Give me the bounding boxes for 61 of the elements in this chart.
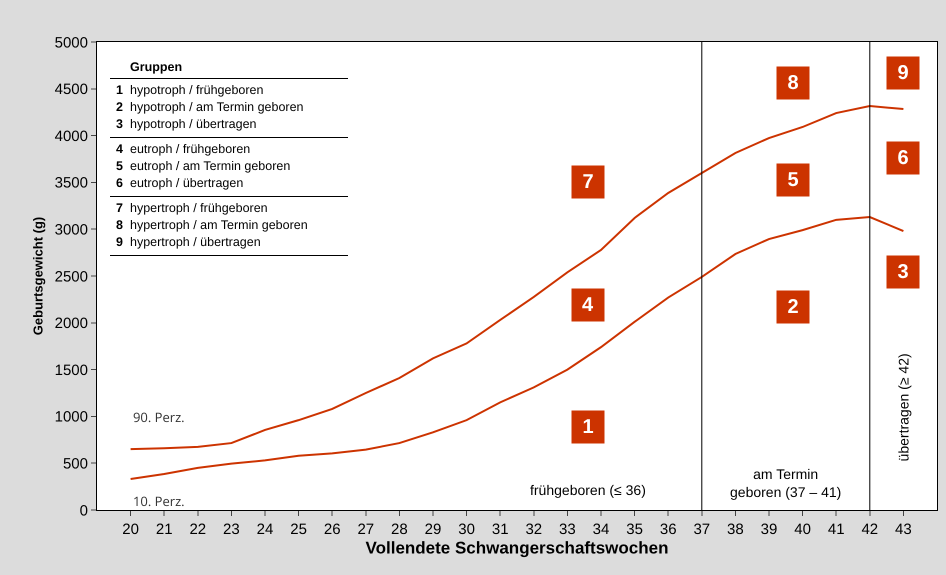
x-tick-label: 38 <box>727 521 744 538</box>
y-tick-label: 4000 <box>54 128 88 145</box>
x-tick-label: 23 <box>223 521 240 538</box>
x-tick-label: 37 <box>693 521 710 538</box>
annotation: 8 hypertroph / am Termin geboren <box>116 217 309 234</box>
x-tick-label: 31 <box>492 521 509 538</box>
x-axis-title: Vollendete Schwangerschaftswochen <box>366 538 668 558</box>
x-tick-label: 27 <box>357 521 374 538</box>
y-tick-label: 3500 <box>54 174 88 192</box>
annotation: übertragen (≥ 42) <box>895 353 912 462</box>
x-tick-label: 28 <box>391 521 408 538</box>
x-tick-label: 35 <box>626 521 643 538</box>
annotation: 2 <box>787 296 799 318</box>
series-label: 10. Perz. <box>133 492 185 510</box>
y-tick-label: 0 <box>80 502 88 520</box>
annotation: 2 hypotroph / am Termin geboren <box>116 99 304 116</box>
x-tick-label: 34 <box>592 521 610 538</box>
y-tick-label: 5000 <box>54 34 88 52</box>
y-tick-label: 4500 <box>54 81 88 98</box>
x-tick-label: 22 <box>189 521 206 538</box>
annotation: 7 hypertroph / frühgeboren <box>116 200 269 217</box>
y-tick-label: 1000 <box>54 408 88 426</box>
annotation: 1 <box>582 416 594 438</box>
series-label: 90. Perz. <box>133 408 185 426</box>
x-tick-label: 40 <box>794 521 811 538</box>
x-tick-label: 29 <box>424 521 442 538</box>
x-tick-label: 36 <box>660 521 677 538</box>
annotation: 3 hypotroph / übertragen <box>116 116 258 133</box>
annotation: 1 hypotroph / frühgeboren <box>116 82 264 99</box>
annotation: 5 eutroph / am Termin geboren <box>116 158 292 175</box>
annotation: 4 <box>582 294 594 316</box>
annotation: 6 eutroph / übertragen <box>116 175 244 192</box>
annotation: am Termin geboren (37 – 41) <box>730 466 842 500</box>
x-tick-label: 26 <box>324 521 341 538</box>
x-tick-label: 42 <box>861 521 878 538</box>
x-tick-label: 30 <box>458 521 475 538</box>
annotation: 8 <box>787 72 799 94</box>
y-tick-label: 500 <box>62 455 88 472</box>
y-axis-title: Geburtsgewicht (g) <box>30 216 46 336</box>
y-tick-label: 2500 <box>54 268 88 286</box>
x-tick-label: 41 <box>828 521 845 538</box>
annotation: 5 <box>787 169 799 191</box>
x-tick-label: 24 <box>256 521 274 538</box>
x-tick-label: 21 <box>156 521 173 538</box>
annotation: 6 <box>897 147 909 169</box>
x-tick-label: 25 <box>290 521 307 538</box>
annotation: 9 hypertroph / übertragen <box>116 234 262 251</box>
x-tick-label: 20 <box>122 521 139 538</box>
x-tick-label: 43 <box>895 521 912 538</box>
y-tick-label: 3000 <box>54 221 88 238</box>
annotation: Gruppen <box>110 56 348 79</box>
y-tick-label: 2000 <box>54 315 88 332</box>
annotation: 9 <box>897 62 909 84</box>
annotation: 3 <box>897 261 909 283</box>
y-tick-label: 1500 <box>54 362 88 379</box>
annotation: frühgeboren (≤ 36) <box>530 482 646 498</box>
annotation: 4 eutroph / frühgeboren <box>116 141 252 158</box>
annotation: 7 <box>582 171 594 193</box>
x-tick-label: 39 <box>760 521 778 538</box>
x-tick-label: 33 <box>559 521 576 538</box>
x-tick-label: 32 <box>525 521 542 538</box>
